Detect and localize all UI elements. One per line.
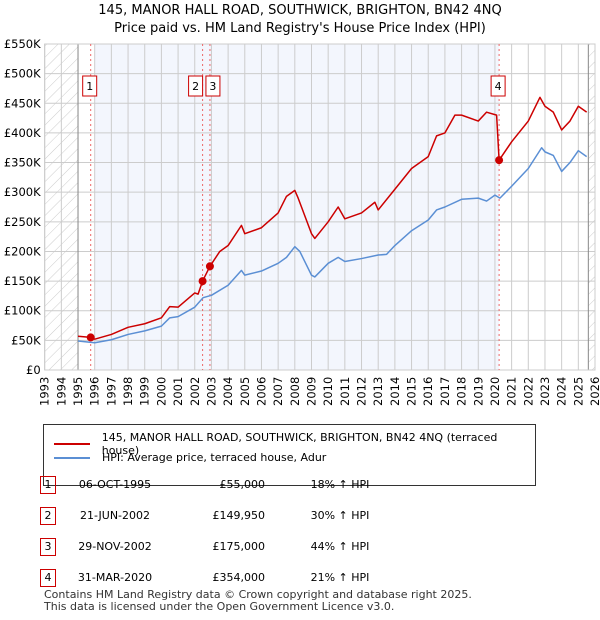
x-tick-label: 2007: [271, 377, 285, 406]
sale-date: 21-JUN-2002: [79, 509, 151, 522]
sale-label: 1: [86, 80, 93, 93]
x-tick-label: 2013: [371, 377, 385, 406]
sale-hpi: 18% ↑ HPI: [310, 478, 370, 491]
y-tick-label: £50K: [11, 333, 41, 347]
legend-item-property: 145, MANOR HALL ROAD, SOUTHWICK, BRIGHTO…: [54, 431, 535, 457]
x-tick-label: 2014: [388, 377, 402, 406]
sale-row: 4 31-MAR-2020 £354,000 21% ↑ HPI: [0, 569, 600, 589]
x-tick-label: 2026: [588, 377, 600, 406]
legend-swatch: [54, 443, 90, 445]
sale-price: £354,000: [212, 571, 266, 584]
x-tick-label: 2015: [405, 377, 419, 406]
x-tick-label: 2011: [338, 377, 352, 406]
y-tick-label: £300K: [4, 185, 41, 199]
sale-row: 1 06-OCT-1995 £55,000 18% ↑ HPI: [0, 476, 600, 496]
sale-label-box: [205, 75, 221, 97]
legend-label: HPI: Average price, terraced house, Adur: [102, 451, 327, 464]
y-tick-label: £500K: [4, 67, 41, 81]
x-tick-label: 2016: [421, 377, 435, 406]
x-tick-label: 2010: [321, 377, 335, 406]
sale-hpi: 44% ↑ HPI: [310, 540, 370, 553]
x-tick-label: 2023: [538, 377, 552, 406]
sale-number: 2: [40, 507, 56, 525]
legend-swatch: [54, 456, 90, 459]
x-tick-label: 1998: [121, 377, 135, 406]
x-tick-label: 2019: [471, 377, 485, 406]
footer-line: Contains HM Land Registry data © Crown c…: [44, 588, 472, 601]
footer: Contains HM Land Registry data © Crown c…: [44, 589, 472, 613]
x-tick-label: 2024: [555, 377, 569, 406]
sale-point: [198, 277, 207, 286]
sale-point: [205, 262, 214, 271]
sale-price: £175,000: [212, 540, 266, 553]
sale-label: 2: [192, 80, 199, 93]
sale-label: 4: [495, 80, 502, 93]
ownership-shading: [94, 44, 500, 370]
sale-point: [86, 333, 95, 342]
sale-number: 3: [40, 538, 56, 556]
hatched-no-data-right: [588, 44, 595, 370]
legend-label: 145, MANOR HALL ROAD, SOUTHWICK, BRIGHTO…: [101, 431, 498, 457]
legend-item-hpi: HPI: Average price, terraced house, Adur: [54, 451, 326, 464]
x-tick-label: 2017: [438, 377, 452, 406]
x-tick-label: 1999: [138, 377, 152, 406]
x-tick-label: 2000: [154, 377, 168, 406]
sale-hpi: 21% ↑ HPI: [310, 571, 370, 584]
x-tick-label: 2009: [304, 377, 318, 406]
y-tick-label: £0: [26, 363, 41, 377]
x-tick-label: 2003: [204, 377, 218, 406]
x-tick-label: 2002: [188, 377, 202, 406]
x-tick-label: 2001: [171, 377, 185, 406]
sale-date: 31-MAR-2020: [77, 571, 153, 584]
footer-line: This data is licensed under the Open Gov…: [44, 600, 395, 613]
x-tick-label: 1996: [88, 377, 102, 406]
legend: 145, MANOR HALL ROAD, SOUTHWICK, BRIGHTO…: [43, 424, 536, 486]
x-tick-label: 1993: [38, 377, 52, 406]
x-tick-label: 2021: [505, 377, 519, 406]
y-tick-label: £400K: [4, 126, 41, 140]
sale-price: £55,000: [219, 478, 266, 491]
subtitle-line: Price paid vs. HM Land Registry's House …: [114, 21, 486, 36]
sale-label-box: [490, 75, 506, 97]
sale-row: 2 21-JUN-2002 £149,950 30% ↑ HPI: [0, 507, 600, 527]
x-tick-label: 2008: [288, 377, 302, 406]
y-tick-label: £100K: [4, 304, 41, 318]
sale-label: 3: [209, 80, 216, 93]
chart-title: 145, MANOR HALL ROAD, SOUTHWICK, BRIGHTO…: [0, 2, 600, 38]
hpi-line: [77, 146, 588, 344]
sale-price: £149,950: [212, 509, 266, 522]
sale-date: 29-NOV-2002: [78, 540, 152, 553]
title-line: 145, MANOR HALL ROAD, SOUTHWICK, BRIGHTO…: [98, 3, 502, 18]
sale-hpi: 30% ↑ HPI: [310, 509, 370, 522]
y-tick-label: £350K: [4, 156, 41, 170]
x-tick-label: 1995: [71, 377, 85, 406]
x-tick-label: 2022: [521, 377, 535, 406]
y-tick-label: £450K: [4, 96, 41, 110]
x-tick-label: 2012: [355, 377, 369, 406]
x-tick-label: 2004: [221, 377, 235, 406]
y-tick-label: £250K: [4, 215, 41, 229]
x-tick-label: 2006: [254, 377, 268, 406]
y-tick-label: £150K: [4, 274, 41, 288]
x-tick-label: 1994: [54, 377, 68, 406]
sale-number: 1: [40, 476, 56, 494]
x-tick-label: 1997: [104, 377, 118, 406]
y-tick-label: £550K: [4, 37, 41, 51]
x-tick-label: 2018: [455, 377, 469, 406]
x-tick-label: 2025: [571, 377, 585, 406]
property-price-line: [77, 96, 588, 340]
sale-point: [495, 156, 504, 165]
x-tick-label: 2020: [488, 377, 502, 406]
sale-label-box: [82, 75, 98, 97]
sale-date: 06-OCT-1995: [78, 478, 152, 491]
sale-label-box: [188, 75, 204, 97]
plot-border: [44, 43, 596, 371]
price-chart: 1993 1994 1995 1996 1997 1998 1999 2000 2001 2002…: [4, 37, 600, 406]
sale-row: 3 29-NOV-2002 £175,000 44% ↑ HPI: [0, 538, 600, 558]
sale-number: 4: [40, 569, 56, 587]
x-tick-label: 2005: [238, 377, 252, 406]
y-tick-label: £200K: [4, 244, 41, 258]
